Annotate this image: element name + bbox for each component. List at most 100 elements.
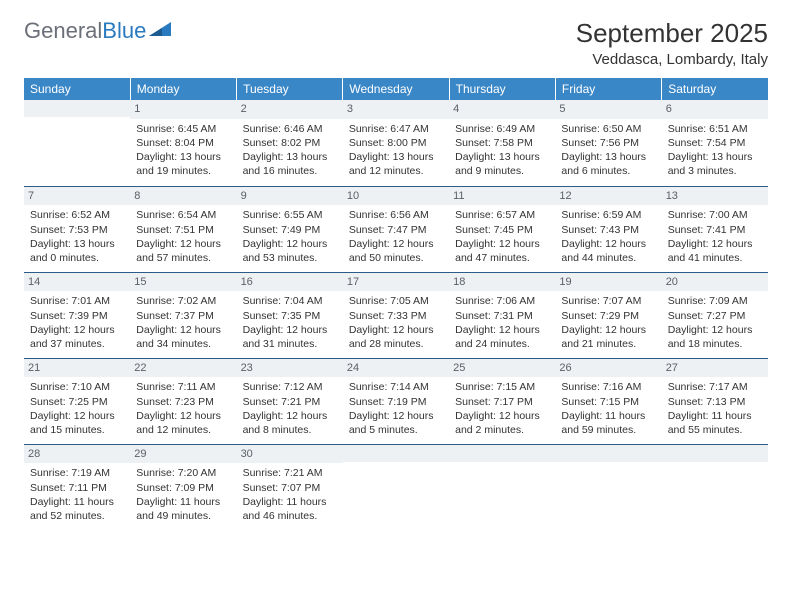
day-sunrise: Sunrise: 7:06 AM <box>455 294 549 308</box>
day-sunset: Sunset: 7:23 PM <box>136 395 230 409</box>
calendar-day-cell <box>24 100 130 186</box>
col-sunday: Sunday <box>24 78 130 100</box>
day-daylight2: and 44 minutes. <box>561 251 655 265</box>
col-thursday: Thursday <box>449 78 555 100</box>
day-daylight1: Daylight: 12 hours <box>243 323 337 337</box>
day-sunset: Sunset: 8:02 PM <box>243 136 337 150</box>
day-daylight1: Daylight: 13 hours <box>30 237 124 251</box>
calendar-day-cell <box>343 444 449 530</box>
day-content: Sunrise: 6:59 AMSunset: 7:43 PMDaylight:… <box>561 208 655 265</box>
calendar-day-cell: 18Sunrise: 7:06 AMSunset: 7:31 PMDayligh… <box>449 272 555 358</box>
day-daylight1: Daylight: 11 hours <box>136 495 230 509</box>
day-sunrise: Sunrise: 6:47 AM <box>349 122 443 136</box>
day-number <box>24 100 130 117</box>
calendar-day-cell: 14Sunrise: 7:01 AMSunset: 7:39 PMDayligh… <box>24 272 130 358</box>
day-content: Sunrise: 7:12 AMSunset: 7:21 PMDaylight:… <box>243 380 337 437</box>
day-content: Sunrise: 7:09 AMSunset: 7:27 PMDaylight:… <box>668 294 762 351</box>
day-sunrise: Sunrise: 6:52 AM <box>30 208 124 222</box>
day-content: Sunrise: 6:57 AMSunset: 7:45 PMDaylight:… <box>455 208 549 265</box>
calendar-day-cell: 7Sunrise: 6:52 AMSunset: 7:53 PMDaylight… <box>24 186 130 272</box>
day-sunset: Sunset: 7:51 PM <box>136 223 230 237</box>
day-sunrise: Sunrise: 6:59 AM <box>561 208 655 222</box>
calendar-day-cell: 23Sunrise: 7:12 AMSunset: 7:21 PMDayligh… <box>237 358 343 444</box>
day-content: Sunrise: 6:56 AMSunset: 7:47 PMDaylight:… <box>349 208 443 265</box>
day-sunset: Sunset: 7:31 PM <box>455 309 549 323</box>
location: Veddasca, Lombardy, Italy <box>576 51 768 68</box>
day-daylight1: Daylight: 13 hours <box>668 150 762 164</box>
day-sunset: Sunset: 7:13 PM <box>668 395 762 409</box>
day-daylight1: Daylight: 12 hours <box>455 409 549 423</box>
day-number: 10 <box>343 187 449 206</box>
day-daylight1: Daylight: 13 hours <box>136 150 230 164</box>
calendar-day-cell <box>555 444 661 530</box>
day-sunset: Sunset: 7:53 PM <box>30 223 124 237</box>
col-wednesday: Wednesday <box>343 78 449 100</box>
day-daylight2: and 57 minutes. <box>136 251 230 265</box>
calendar-day-cell: 21Sunrise: 7:10 AMSunset: 7:25 PMDayligh… <box>24 358 130 444</box>
day-daylight1: Daylight: 12 hours <box>30 323 124 337</box>
calendar-day-cell: 19Sunrise: 7:07 AMSunset: 7:29 PMDayligh… <box>555 272 661 358</box>
day-sunset: Sunset: 7:27 PM <box>668 309 762 323</box>
day-number: 6 <box>662 100 768 119</box>
day-sunrise: Sunrise: 6:46 AM <box>243 122 337 136</box>
calendar-day-cell <box>662 444 768 530</box>
day-content: Sunrise: 7:07 AMSunset: 7:29 PMDaylight:… <box>561 294 655 351</box>
day-content: Sunrise: 6:52 AMSunset: 7:53 PMDaylight:… <box>30 208 124 265</box>
day-daylight2: and 15 minutes. <box>30 423 124 437</box>
day-sunrise: Sunrise: 6:57 AM <box>455 208 549 222</box>
calendar-day-cell: 13Sunrise: 7:00 AMSunset: 7:41 PMDayligh… <box>662 186 768 272</box>
day-content: Sunrise: 6:47 AMSunset: 8:00 PMDaylight:… <box>349 122 443 179</box>
day-number: 11 <box>449 187 555 206</box>
day-number: 17 <box>343 273 449 292</box>
day-daylight1: Daylight: 12 hours <box>561 237 655 251</box>
day-number: 9 <box>237 187 343 206</box>
day-sunset: Sunset: 7:29 PM <box>561 309 655 323</box>
day-content: Sunrise: 7:01 AMSunset: 7:39 PMDaylight:… <box>30 294 124 351</box>
day-daylight2: and 6 minutes. <box>561 164 655 178</box>
day-daylight1: Daylight: 12 hours <box>668 323 762 337</box>
day-sunrise: Sunrise: 7:04 AM <box>243 294 337 308</box>
day-daylight1: Daylight: 13 hours <box>349 150 443 164</box>
day-content: Sunrise: 7:19 AMSunset: 7:11 PMDaylight:… <box>30 466 124 523</box>
day-sunset: Sunset: 7:37 PM <box>136 309 230 323</box>
day-daylight2: and 8 minutes. <box>243 423 337 437</box>
day-number <box>662 445 768 462</box>
day-sunrise: Sunrise: 6:51 AM <box>668 122 762 136</box>
day-content: Sunrise: 7:20 AMSunset: 7:09 PMDaylight:… <box>136 466 230 523</box>
day-content: Sunrise: 7:05 AMSunset: 7:33 PMDaylight:… <box>349 294 443 351</box>
day-daylight1: Daylight: 12 hours <box>349 237 443 251</box>
day-daylight2: and 28 minutes. <box>349 337 443 351</box>
logo-text-general: General <box>24 18 102 44</box>
day-daylight1: Daylight: 12 hours <box>243 237 337 251</box>
day-number: 3 <box>343 100 449 119</box>
day-content: Sunrise: 6:49 AMSunset: 7:58 PMDaylight:… <box>455 122 549 179</box>
day-daylight1: Daylight: 12 hours <box>243 409 337 423</box>
day-content: Sunrise: 6:55 AMSunset: 7:49 PMDaylight:… <box>243 208 337 265</box>
day-daylight1: Daylight: 12 hours <box>455 323 549 337</box>
day-daylight2: and 19 minutes. <box>136 164 230 178</box>
day-content: Sunrise: 7:06 AMSunset: 7:31 PMDaylight:… <box>455 294 549 351</box>
day-daylight2: and 31 minutes. <box>243 337 337 351</box>
day-daylight2: and 53 minutes. <box>243 251 337 265</box>
day-sunrise: Sunrise: 7:11 AM <box>136 380 230 394</box>
day-daylight2: and 12 minutes. <box>136 423 230 437</box>
day-daylight2: and 50 minutes. <box>349 251 443 265</box>
day-sunrise: Sunrise: 7:09 AM <box>668 294 762 308</box>
day-sunset: Sunset: 7:25 PM <box>30 395 124 409</box>
day-daylight1: Daylight: 12 hours <box>136 409 230 423</box>
logo-text-blue: Blue <box>102 18 146 44</box>
calendar-day-cell <box>449 444 555 530</box>
day-sunset: Sunset: 7:21 PM <box>243 395 337 409</box>
day-sunset: Sunset: 8:00 PM <box>349 136 443 150</box>
calendar-day-cell: 16Sunrise: 7:04 AMSunset: 7:35 PMDayligh… <box>237 272 343 358</box>
calendar-day-cell: 30Sunrise: 7:21 AMSunset: 7:07 PMDayligh… <box>237 444 343 530</box>
calendar-body: 1Sunrise: 6:45 AMSunset: 8:04 PMDaylight… <box>24 100 768 530</box>
col-saturday: Saturday <box>662 78 768 100</box>
day-sunset: Sunset: 7:39 PM <box>30 309 124 323</box>
day-number: 21 <box>24 359 130 378</box>
day-sunset: Sunset: 7:56 PM <box>561 136 655 150</box>
day-daylight2: and 34 minutes. <box>136 337 230 351</box>
day-daylight2: and 47 minutes. <box>455 251 549 265</box>
day-sunrise: Sunrise: 6:45 AM <box>136 122 230 136</box>
calendar-day-cell: 26Sunrise: 7:16 AMSunset: 7:15 PMDayligh… <box>555 358 661 444</box>
